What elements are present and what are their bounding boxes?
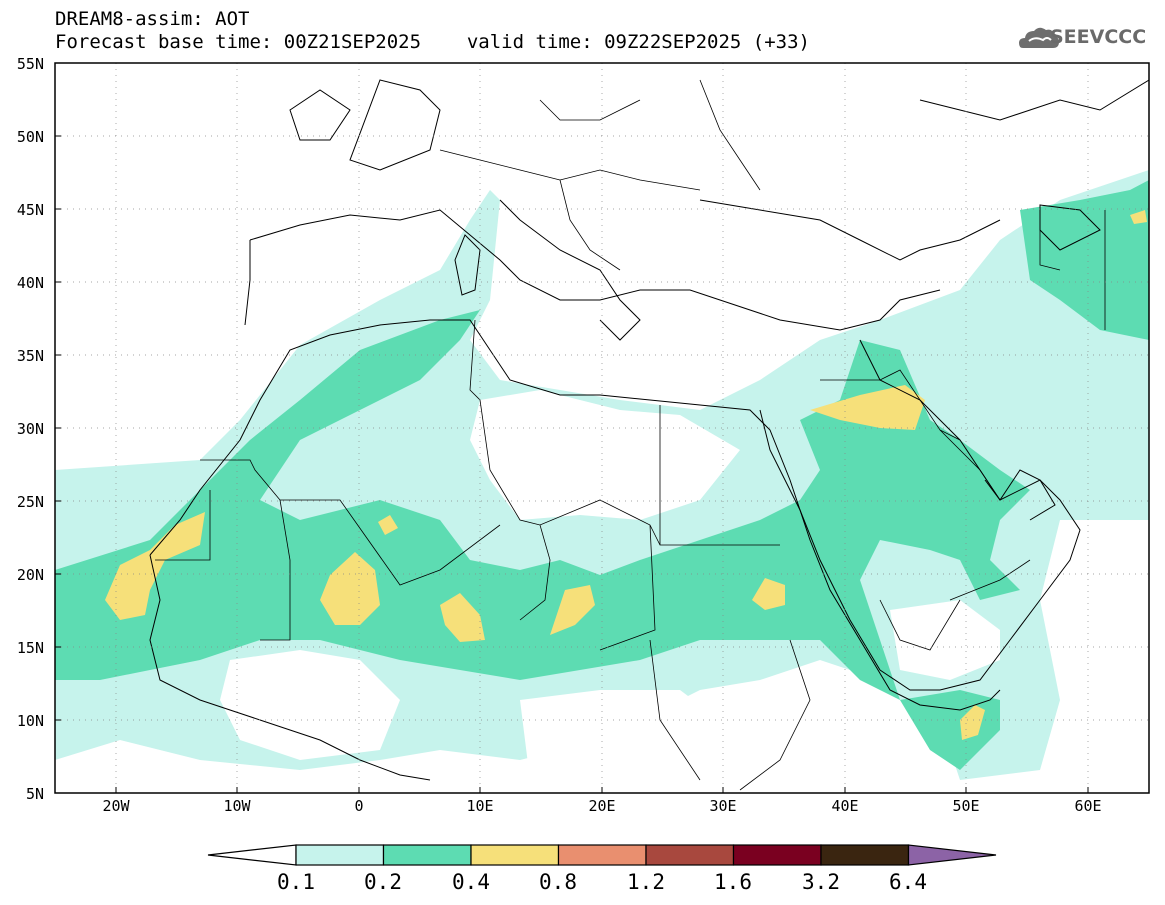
- colorbar-bin-2: [382, 844, 472, 866]
- lat-label: 5N: [25, 785, 44, 803]
- lat-label: 25N: [16, 493, 44, 511]
- colorbar-bin-7: [820, 844, 910, 866]
- colorbar-label: 1.6: [714, 870, 752, 894]
- lon-label: 0: [354, 797, 364, 815]
- colorbar-under-arrow: [207, 844, 297, 866]
- colorbar-label: 0.8: [539, 870, 577, 894]
- lat-label: 45N: [16, 201, 44, 219]
- lon-label: 10W: [223, 797, 251, 815]
- country-borders: [155, 79, 1106, 791]
- lon-label: 10E: [466, 797, 494, 815]
- lat-label: 20N: [16, 566, 44, 584]
- colorbar-bin-1: [295, 844, 385, 866]
- colorbar-label: 0.4: [452, 870, 490, 894]
- lon-label: 20E: [588, 797, 616, 815]
- aot-clear-areas: [220, 390, 1000, 790]
- lat-label: 10N: [16, 712, 44, 730]
- colorbar-bin-6: [732, 844, 822, 866]
- forecast-base-time: Forecast base time: 00Z21SEP2025 valid t…: [55, 31, 810, 53]
- axis-ticks: [55, 135, 1089, 793]
- aot-band-0.4: [105, 210, 1147, 740]
- gridlines: [55, 63, 1149, 793]
- colorbar-label: 1.2: [627, 870, 665, 894]
- coastlines: [149, 79, 1149, 781]
- lon-label: 50E: [952, 797, 980, 815]
- aot-band-0.2: [55, 180, 1149, 770]
- colorbar-label: 0.2: [364, 870, 402, 894]
- base-time-text: Forecast base time: 00Z21SEP2025: [55, 31, 422, 53]
- colorbar-label: 6.4: [889, 870, 927, 894]
- valid-time-text: valid time: 09Z22SEP2025 (+33): [466, 31, 810, 53]
- colorbar-label: 3.2: [802, 870, 840, 894]
- colorbar-bin-3: [470, 844, 560, 866]
- cloud-logo-icon: [1019, 27, 1059, 48]
- lat-label: 15N: [16, 639, 44, 657]
- lon-label: 40E: [831, 797, 859, 815]
- lon-label: 30E: [709, 797, 737, 815]
- colorbar-label: 0.1: [277, 870, 315, 894]
- lat-label: 50N: [16, 128, 44, 146]
- lat-label: 30N: [16, 420, 44, 438]
- lon-label: 20W: [102, 797, 130, 815]
- colorbar-over-arrow: [907, 844, 997, 866]
- colorbar-bin-4: [557, 844, 647, 866]
- colorbar-bin-5: [645, 844, 735, 866]
- map-title: DREAM8-assim: AOT: [55, 8, 250, 30]
- lat-label: 35N: [16, 347, 44, 365]
- lat-label: 40N: [16, 274, 44, 292]
- lon-label: 60E: [1074, 797, 1102, 815]
- logo-text: SEEVCCC: [1050, 26, 1147, 48]
- colorbar: [207, 844, 997, 866]
- lat-label: 55N: [16, 55, 44, 73]
